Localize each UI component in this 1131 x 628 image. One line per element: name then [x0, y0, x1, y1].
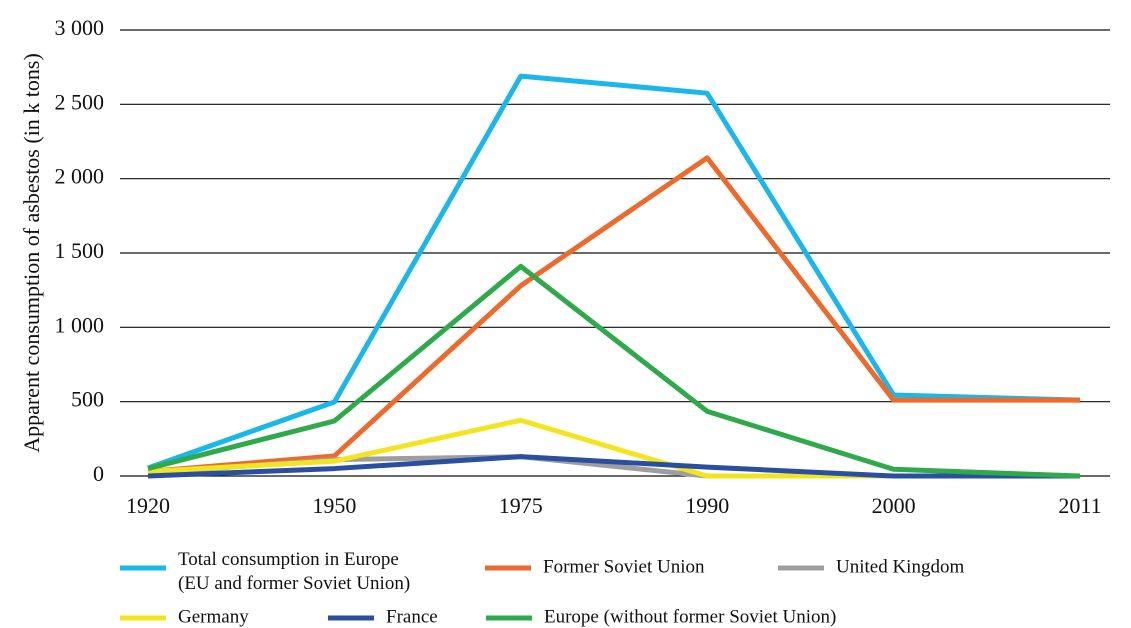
x-tick-label: 1950 — [312, 493, 356, 518]
series-line — [147, 73, 1081, 471]
legend-label: United Kingdom — [836, 556, 964, 577]
y-tick-label: 2 500 — [55, 89, 105, 114]
legend-label: France — [386, 606, 438, 627]
legend-label: Former Soviet Union — [543, 556, 705, 577]
series-line — [147, 454, 1080, 479]
series-line — [147, 263, 1081, 479]
legend-label: Germany — [178, 606, 249, 627]
y-tick-label: 500 — [71, 387, 104, 412]
y-axis-label: Apparent consumption of asbestos (in k t… — [19, 53, 44, 453]
x-tick-label: 1990 — [685, 493, 729, 518]
x-tick-label: 2000 — [872, 493, 916, 518]
y-tick-label: 0 — [93, 461, 104, 486]
legend-label: Europe (without former Soviet Union) — [544, 606, 836, 627]
x-tick-label: 2011 — [1058, 493, 1101, 518]
legend-label: Total consumption in Europe (EU and forme… — [178, 549, 410, 594]
y-tick-label: 3 000 — [55, 15, 105, 40]
y-tick-label: 1 500 — [55, 238, 105, 263]
x-tick-label: 1920 — [126, 493, 170, 518]
y-tick-label: 1 000 — [55, 312, 105, 337]
series-line — [147, 155, 1080, 475]
y-tick-label: 2 000 — [55, 164, 105, 189]
x-tick-label: 1975 — [499, 493, 543, 518]
